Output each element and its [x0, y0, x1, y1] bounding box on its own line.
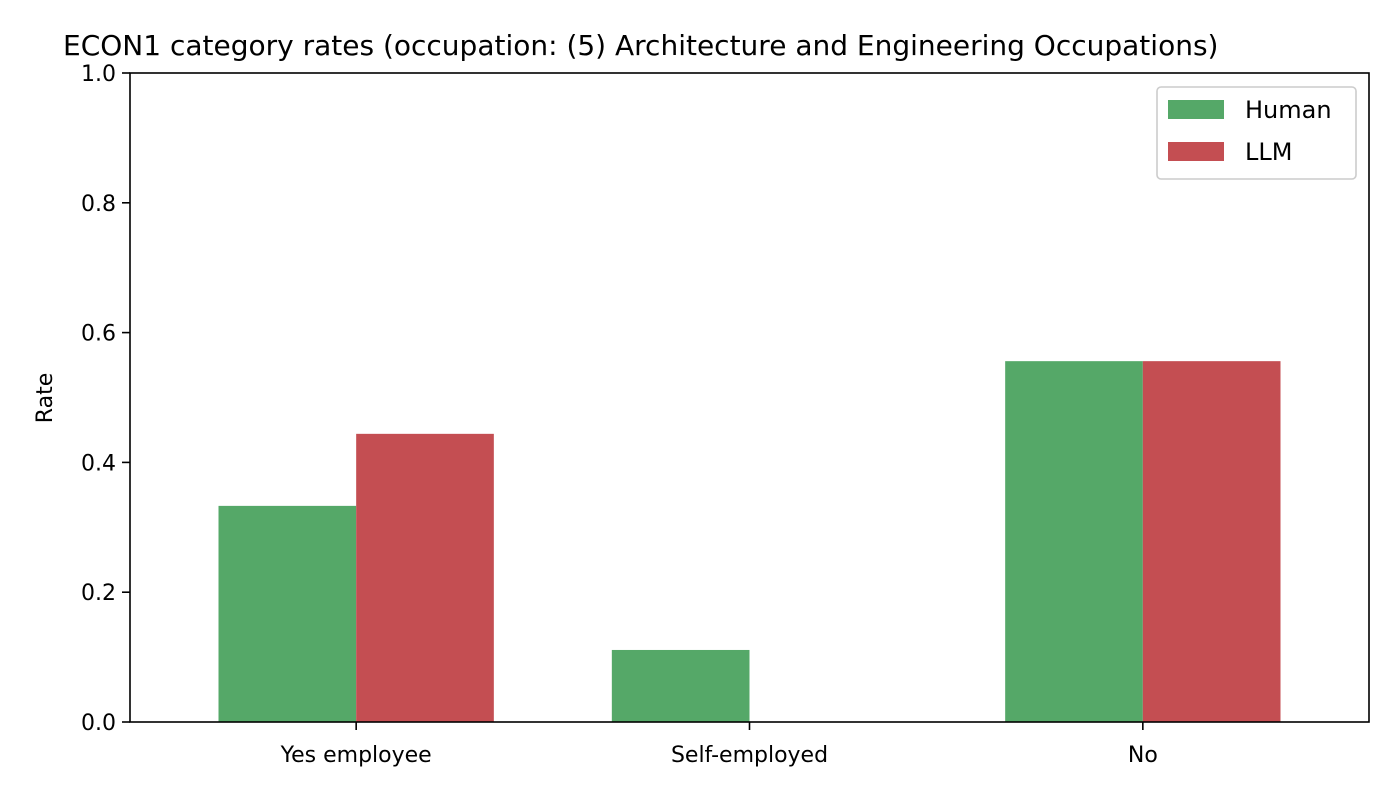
bar-human-self-employed: [611, 649, 750, 722]
y-tick-label: 0.2: [81, 581, 116, 606]
y-tick-label: 0.8: [81, 192, 116, 217]
bar-llm-no: [1142, 361, 1281, 722]
bar-human-yes-employee: [218, 505, 357, 722]
x-tick-label: Self-employed: [671, 743, 828, 768]
x-tick-label: No: [1128, 743, 1158, 768]
y-tick-label: 1.0: [81, 62, 116, 87]
plot-frame: [129, 72, 1370, 723]
y-tick-label: 0.4: [81, 451, 116, 476]
bars: [218, 361, 1281, 722]
x-axis: Yes employee Self-employed No: [280, 722, 1158, 768]
y-axis: 0.0 0.2 0.4 0.6 0.8 1.0: [81, 62, 130, 736]
legend-swatch-llm: [1168, 142, 1224, 161]
bar-llm-yes-employee: [356, 433, 494, 722]
y-tick-label: 0.0: [81, 711, 116, 736]
legend-label-llm: LLM: [1245, 138, 1292, 166]
bar-human-no: [1005, 361, 1143, 722]
x-tick-label: Yes employee: [280, 743, 432, 768]
legend-swatch-human: [1168, 100, 1224, 119]
y-tick-label: 0.6: [81, 322, 116, 347]
legend: Human LLM: [1156, 86, 1357, 180]
y-axis-label: Rate: [33, 373, 58, 423]
legend-label-human: Human: [1245, 96, 1332, 124]
chart-title: ECON1 category rates (occupation: (5) Ar…: [63, 29, 1218, 62]
